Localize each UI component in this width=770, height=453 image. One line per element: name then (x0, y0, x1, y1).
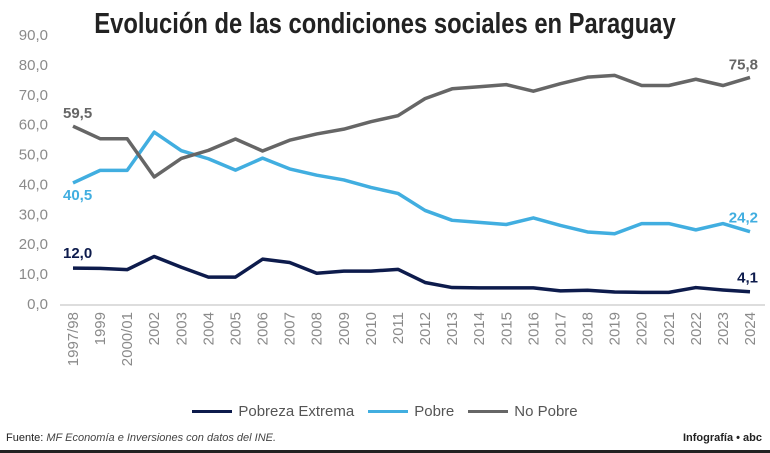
x-tick-label: 2014 (471, 312, 488, 345)
x-tick-label: 2018 (580, 312, 597, 345)
y-tick-label: 20,0 (19, 236, 48, 253)
x-tick-label: 1997/98 (65, 312, 82, 366)
legend-swatch (368, 410, 409, 413)
source-text: MF Economía e Inversiones con datos del … (46, 432, 277, 444)
series-line-pobreza-extrema (72, 254, 751, 295)
credit: Infografía • abc (682, 432, 762, 444)
x-tick-label: 2013 (444, 312, 461, 345)
x-tick-label: 2023 (715, 312, 732, 345)
last-value-label: 75,8 (729, 56, 758, 73)
y-tick-label: 80,0 (19, 57, 48, 74)
legend-item: Pobre (368, 403, 454, 420)
legend-swatch (468, 410, 509, 413)
x-tick-label: 2000/01 (119, 312, 136, 366)
line-chart: 0,0 10,0 20,0 30,0 40,0 50,0 60,0 70,0 80,0 90,0 1… (19, 27, 765, 366)
x-tick-label: 2020 (634, 312, 651, 345)
x-tick-label: 2011 (390, 312, 407, 344)
y-tick-label: 10,0 (19, 266, 48, 283)
x-tick-label: 2005 (227, 312, 244, 345)
x-tick-label: 2010 (363, 312, 380, 345)
legend: Pobreza Extrema Pobre No Pobre (0, 403, 770, 420)
x-tick-label: 2016 (525, 312, 542, 345)
first-value-label: 12,0 (63, 245, 92, 262)
x-tick-label: 2006 (255, 312, 272, 345)
y-tick-label: 40,0 (19, 176, 48, 193)
x-tick-label: 2015 (498, 312, 515, 345)
series-line-pobre (72, 130, 751, 236)
legend-label: No Pobre (514, 403, 578, 420)
first-value-label: 40,5 (63, 187, 92, 204)
x-tick-label: 2009 (336, 312, 353, 345)
x-tick-label: 2004 (200, 312, 217, 345)
source-note: Fuente: MF Economía e Inversiones con da… (6, 432, 276, 444)
x-tick-label: 2021 (661, 312, 678, 345)
legend-swatch (192, 410, 233, 413)
y-tick-label: 90,0 (19, 27, 48, 44)
legend-label: Pobre (414, 403, 455, 420)
legend-item: No Pobre (468, 403, 578, 420)
y-tick-label: 50,0 (19, 147, 48, 164)
last-value-label: 24,2 (729, 210, 758, 227)
x-tick-label: 2017 (552, 312, 569, 345)
x-tick-label: 1999 (92, 312, 109, 345)
x-tick-label: 2019 (607, 312, 624, 345)
y-tick-label: 70,0 (19, 87, 48, 104)
legend-label: Pobreza Extrema (238, 403, 355, 420)
y-tick-label: 30,0 (19, 206, 48, 223)
series-line-no-pobre (72, 73, 751, 179)
x-tick-label: 2003 (173, 312, 190, 345)
legend-item: Pobreza Extrema (192, 403, 354, 420)
last-value-label: 4,1 (737, 270, 758, 287)
x-tick-label: 2024 (742, 312, 759, 345)
y-tick-label: 0,0 (27, 296, 48, 313)
bottom-rule (0, 450, 770, 453)
x-tick-label: 2012 (417, 312, 434, 345)
first-value-label: 59,5 (63, 105, 92, 122)
chart-title: Evolución de las condiciones sociales en… (94, 8, 676, 40)
x-tick-label: 2008 (309, 312, 326, 345)
y-tick-label: 60,0 (19, 117, 48, 134)
source-label: Fuente: (6, 432, 44, 444)
x-tick-label: 2002 (146, 312, 163, 345)
x-tick-label: 2022 (688, 312, 705, 345)
x-tick-label: 2007 (282, 312, 299, 345)
